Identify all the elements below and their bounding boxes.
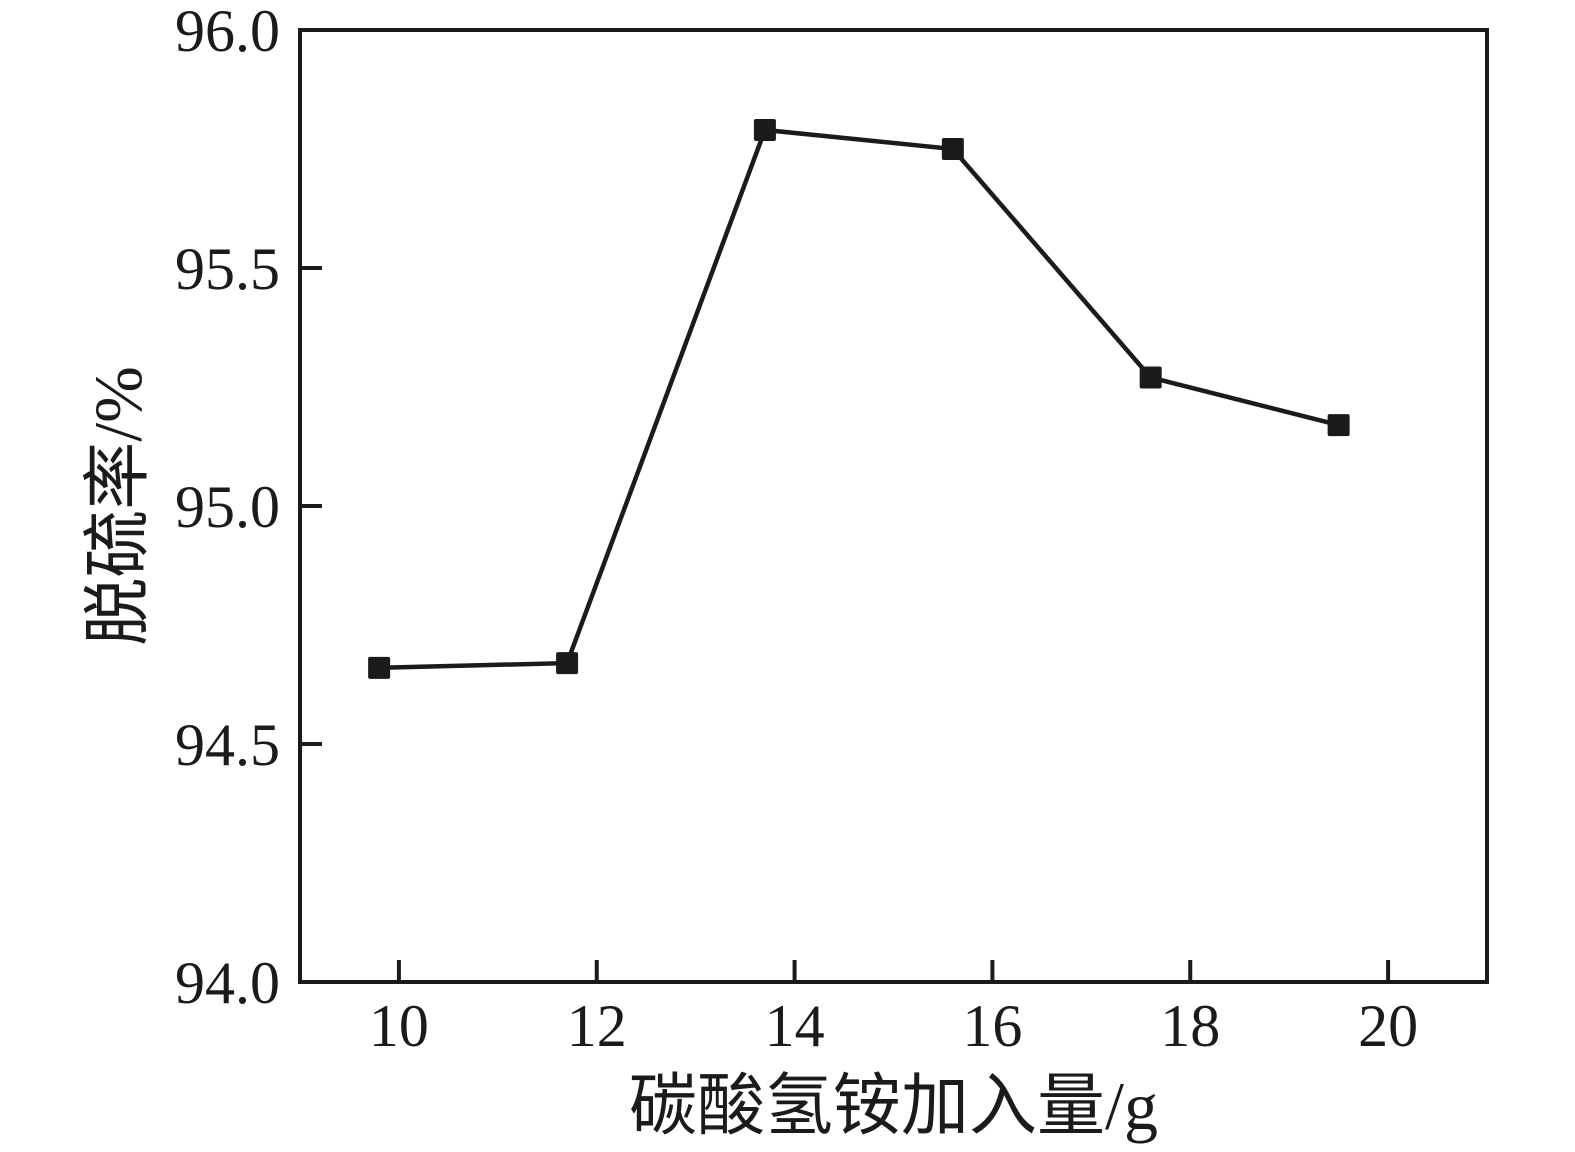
data-point-marker [556,652,579,675]
data-point-marker [753,118,776,141]
plot-border [298,28,1489,984]
y-tick-label: 94.5 [175,712,280,778]
x-tick-label: 14 [765,993,825,1059]
x-axis-title: 碳酸氢铵加入量/g [629,1068,1158,1144]
x-tick-label: 10 [369,993,429,1059]
x-tick-label: 18 [1160,993,1220,1059]
x-tick-label: 20 [1358,993,1418,1059]
y-tick-label: 94.0 [175,950,280,1016]
data-point-marker [368,656,391,679]
y-axis-title: 脱硫率/% [80,366,156,646]
y-tick-label: 96.0 [175,0,280,64]
x-tick-label: 16 [962,993,1022,1059]
data-line [379,127,1340,671]
data-point-marker [1327,414,1350,437]
y-tick-label: 95.0 [175,474,280,540]
data-point-marker [1139,366,1162,389]
y-tick-label: 95.5 [175,236,280,302]
x-tick-label: 12 [567,993,627,1059]
data-point-marker [941,138,964,160]
